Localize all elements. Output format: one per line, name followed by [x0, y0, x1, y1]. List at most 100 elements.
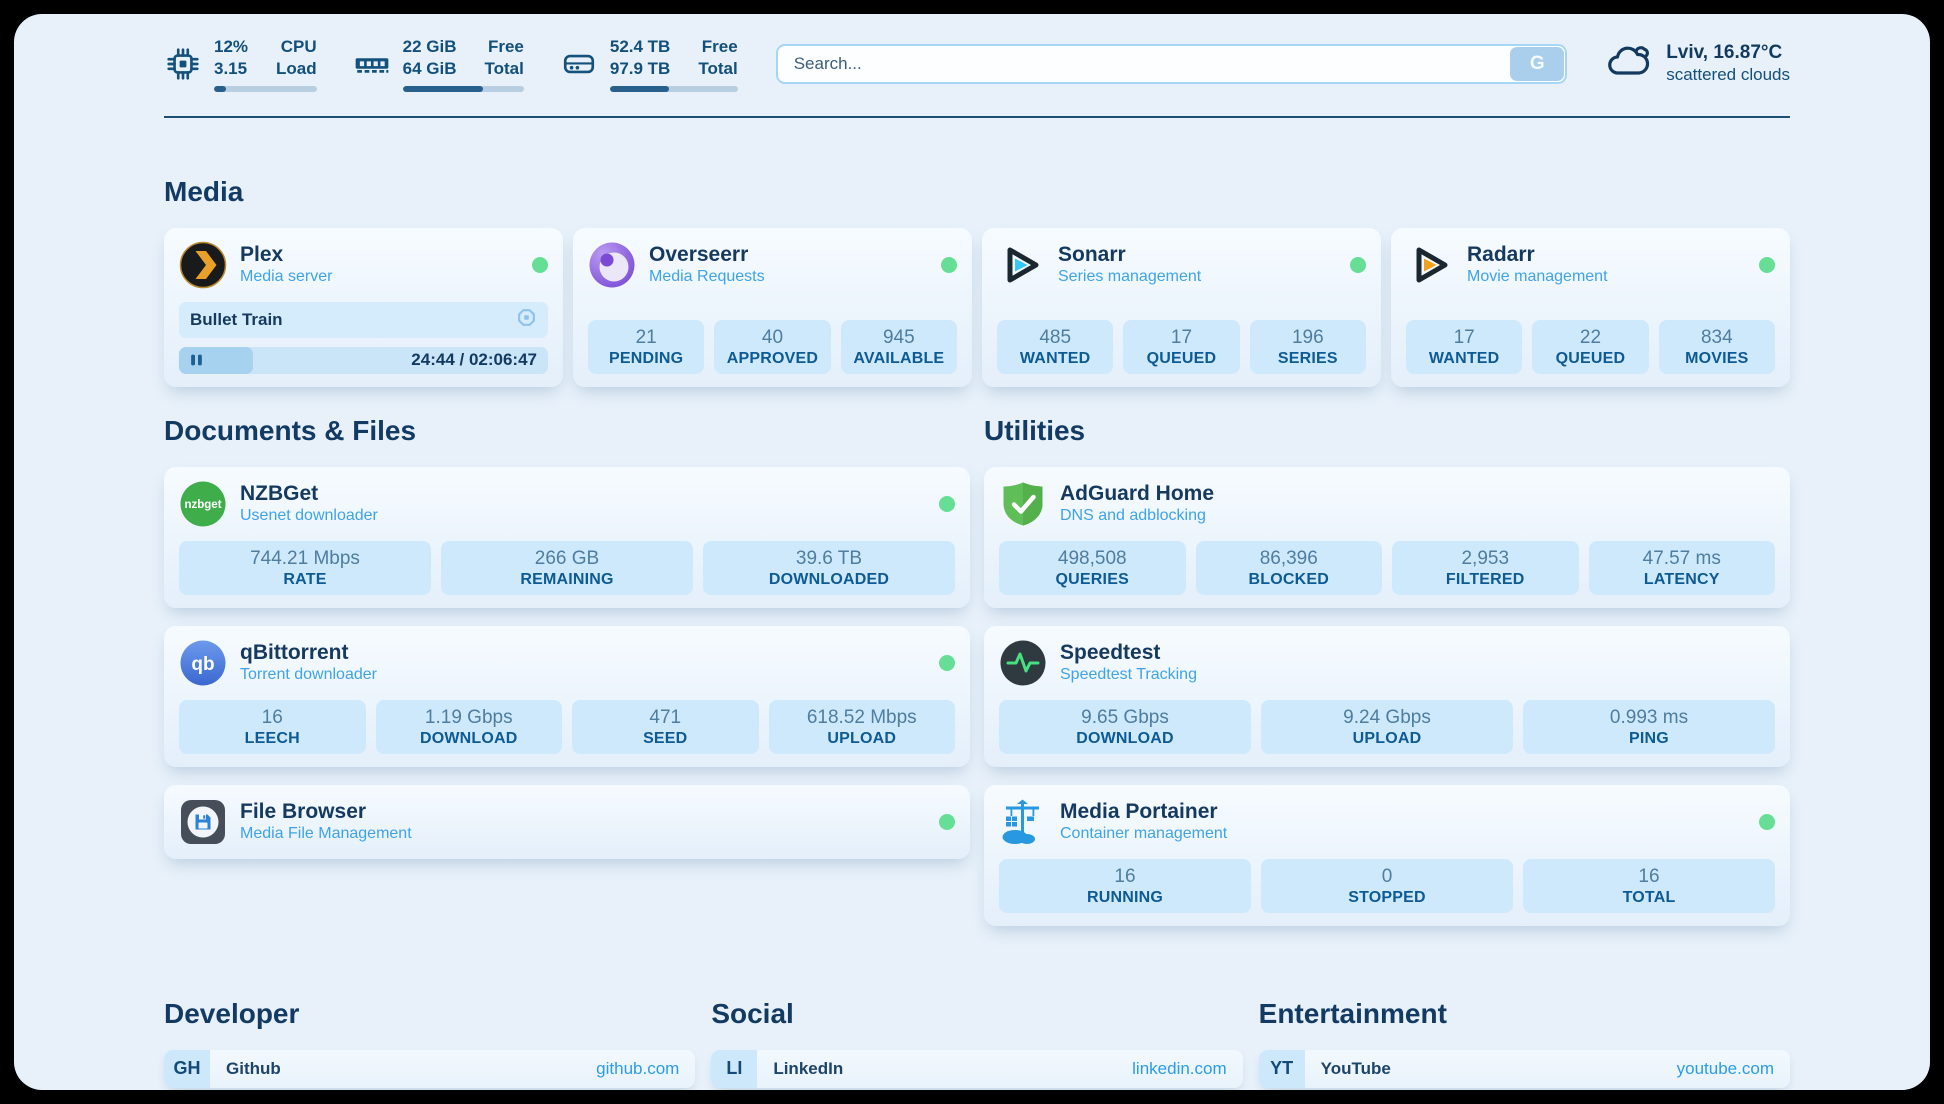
cloud-icon: [1605, 40, 1653, 87]
status-dot: [1759, 256, 1775, 273]
stat-box: 266 GB REMAINING: [441, 540, 693, 595]
weather-location-temp: Lviv, 16.87°C: [1666, 42, 1783, 64]
app-subtitle: Media File Management: [240, 825, 412, 843]
svg-text:qb: qb: [191, 654, 214, 675]
status-dot: [941, 256, 957, 273]
app-card-plex[interactable]: Plex Media server Bullet Train 24:44 / 0…: [164, 227, 563, 387]
status-dot: [939, 813, 955, 830]
stat-box: 22 QUEUED: [1532, 319, 1649, 374]
pause-icon[interactable]: [189, 353, 204, 368]
qbittorrent-icon: qb: [179, 639, 227, 687]
section-title-developer: Developer: [164, 997, 300, 1029]
cpu-labels: CPU Load: [276, 37, 317, 79]
app-card-sonarr[interactable]: Sonarr Series management 485 WANTED 17 Q…: [982, 227, 1381, 387]
disk-icon: [560, 45, 598, 83]
app-card-adguard[interactable]: AdGuard Home DNS and adblocking 498,508 …: [984, 466, 1790, 608]
stat-box: 17 QUEUED: [1123, 319, 1240, 374]
gear-icon[interactable]: [516, 307, 537, 333]
utilities-column: Utilities AdGuard Home DNS and adblockin…: [984, 415, 1790, 944]
stat-box: 0.993 ms PING: [1523, 699, 1775, 754]
link-linkedin[interactable]: LI LinkedIn linkedin.com: [711, 1049, 1243, 1088]
stat-box: 945 AVAILABLE: [840, 319, 957, 374]
app-card-portainer[interactable]: Media Portainer Container management 16 …: [984, 784, 1790, 926]
disk-stat: 52.4 TB 97.9 TB Free Total: [560, 36, 738, 92]
app-subtitle: Media server: [240, 268, 333, 286]
plex-icon: [179, 241, 227, 289]
link-tag: GH: [164, 1049, 210, 1088]
ram-icon: [353, 45, 391, 83]
stat-box: 40 APPROVED: [714, 319, 831, 374]
app-card-radarr[interactable]: Radarr Movie management 17 WANTED 22 QUE…: [1391, 227, 1790, 387]
app-subtitle: Torrent downloader: [240, 666, 377, 684]
link-github[interactable]: GH Github github.com: [164, 1049, 696, 1088]
radarr-icon: [1406, 241, 1454, 289]
now-playing-row: Bullet Train: [179, 301, 548, 338]
disk-values: 52.4 TB 97.9 TB: [609, 37, 671, 79]
svg-text:nzbget: nzbget: [184, 499, 221, 511]
stat-box: 485 WANTED: [997, 319, 1114, 374]
ram-progress-fill: [402, 85, 483, 92]
sonarr-icon: [997, 241, 1045, 289]
stat-box: 21 PENDING: [588, 319, 705, 374]
stat-box: 9.65 Gbps DOWNLOAD: [999, 699, 1251, 754]
documents-column: Documents & Files nzbget NZBGet Usenet d…: [164, 415, 970, 877]
app-subtitle: Media Requests: [649, 268, 765, 286]
app-subtitle: Series management: [1058, 268, 1202, 286]
developer-column: Developer GH Github github.com SO StackO…: [164, 997, 696, 1090]
search-input[interactable]: [775, 43, 1568, 84]
app-card-qbittorrent[interactable]: qb qBittorrent Torrent downloader 16 LEE…: [164, 625, 970, 767]
nzbget-icon: nzbget: [179, 480, 227, 528]
stat-box: 16 TOTAL: [1523, 858, 1775, 913]
stat-box: 834 MOVIES: [1658, 319, 1775, 374]
app-name: File Browser: [240, 800, 367, 824]
link-tag: YT: [1258, 1049, 1305, 1088]
stat-box: 498,508 QUERIES: [999, 540, 1186, 595]
app-name: Radarr: [1467, 243, 1535, 267]
link-youtube[interactable]: YT YouTube youtube.com: [1258, 1049, 1790, 1088]
cpu-progress-fill: [214, 85, 227, 92]
app-subtitle: Usenet downloader: [240, 507, 378, 525]
stat-box: 17 WANTED: [1406, 319, 1523, 374]
app-name: Speedtest: [1060, 641, 1161, 665]
playback-progress-bar: 24:44 / 02:06:47: [179, 346, 548, 374]
section-title-media: Media: [164, 175, 244, 207]
ram-values: 22 GiB 64 GiB: [402, 37, 457, 79]
stat-box: 9.24 Gbps UPLOAD: [1261, 699, 1513, 754]
stat-box: 47.57 ms LATENCY: [1588, 540, 1775, 595]
search-engine-button[interactable]: G: [1510, 46, 1565, 81]
section-title-entertainment: Entertainment: [1258, 997, 1447, 1029]
ram-progress-bar: [402, 85, 524, 92]
link-url: linkedin.com: [1132, 1058, 1227, 1078]
topbar: 12% 3.15 CPU Load: [164, 36, 1790, 92]
section-title-social: Social: [711, 997, 794, 1029]
app-card-overseerr[interactable]: Overseerr Media Requests 21 PENDING 40 A…: [573, 227, 972, 387]
cpu-icon: [164, 45, 202, 83]
app-name: NZBGet: [240, 482, 319, 506]
app-card-speedtest[interactable]: Speedtest Speedtest Tracking 9.65 Gbps D…: [984, 625, 1790, 767]
app-name: Media Portainer: [1060, 800, 1218, 824]
app-subtitle: Container management: [1060, 825, 1228, 843]
app-name: Sonarr: [1058, 243, 1126, 267]
disk-progress-bar: [609, 85, 738, 92]
stat-box: 39.6 TB DOWNLOADED: [703, 540, 955, 595]
weather-widget[interactable]: Lviv, 16.87°C scattered clouds: [1605, 40, 1790, 87]
link-tag: LI: [711, 1049, 758, 1088]
filebrowser-icon: [179, 798, 227, 846]
link-url: youtube.com: [1676, 1058, 1774, 1078]
link-name: LinkedIn: [773, 1058, 844, 1078]
app-card-nzbget[interactable]: nzbget NZBGet Usenet downloader 744.21 M…: [164, 466, 970, 608]
social-column: Social LI LinkedIn linkedin.com TW Twitt…: [711, 997, 1243, 1090]
dashboard-page: 12% 3.15 CPU Load: [14, 14, 1930, 1090]
app-name: AdGuard Home: [1060, 482, 1215, 506]
playback-time: 24:44 / 02:06:47: [411, 350, 537, 370]
portainer-icon: [999, 798, 1047, 846]
stat-box: 196 SERIES: [1249, 319, 1366, 374]
stat-box: 1.19 Gbps DOWNLOAD: [375, 699, 562, 754]
status-dot: [1350, 256, 1366, 273]
app-card-filebrowser[interactable]: File Browser Media File Management: [164, 784, 970, 859]
search-bar: G: [775, 43, 1568, 84]
section-title-documents: Documents & Files: [164, 414, 417, 446]
overseerr-icon: [588, 241, 636, 289]
weather-condition: scattered clouds: [1666, 65, 1790, 85]
